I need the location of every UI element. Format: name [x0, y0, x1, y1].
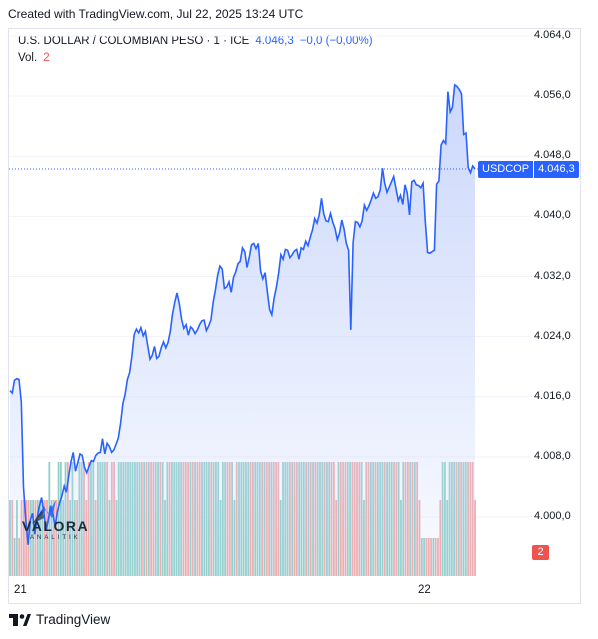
- volume-label[interactable]: Vol.: [18, 52, 38, 64]
- last-price-tag: USDCOP 4.046,3: [478, 160, 579, 178]
- symbol-legend[interactable]: U.S. DOLLAR / COLOMBIAN PESO · 1 · ICE 4.…: [18, 35, 373, 47]
- created-caption: Created with TradingView.com, Jul 22, 20…: [8, 7, 304, 21]
- volume-tag: 2: [532, 545, 549, 560]
- volume-value: 2: [43, 52, 50, 64]
- chart-frame: [8, 28, 581, 604]
- volume-legend[interactable]: Vol. 2: [18, 52, 50, 64]
- footer-brand-text: TradingView: [36, 612, 111, 627]
- logo-text: VALORA: [22, 518, 90, 534]
- price-tick-label: 4.016,0: [534, 389, 571, 402]
- symbol-name[interactable]: U.S. DOLLAR / COLOMBIAN PESO · 1 · ICE: [18, 35, 250, 47]
- valora-logo-mark-icon: [32, 500, 56, 524]
- price-tick-label: 4.024,0: [534, 329, 571, 342]
- tradingview-logo-icon: [9, 613, 31, 626]
- time-tick-label: 22: [418, 584, 431, 596]
- price-tick-label: 4.000,0: [534, 510, 571, 522]
- price-tag-ticker: USDCOP: [482, 162, 530, 175]
- price-tick-label: 4.008,0: [534, 449, 571, 462]
- price-tick-label: 4.064,0: [534, 29, 571, 41]
- price-tick-label: 4.032,0: [534, 269, 571, 282]
- price-line: [9, 83, 476, 545]
- symbol-price: 4.046,3: [255, 35, 294, 47]
- price-tick-label: 4.040,0: [534, 209, 571, 222]
- footer-brand[interactable]: TradingView: [9, 612, 110, 627]
- price-tick-label: 4.056,0: [534, 89, 571, 102]
- price-area: [10, 84, 475, 577]
- price-tick-label: 4.048,0: [534, 149, 571, 162]
- logo-subtext: ANALITIK: [30, 535, 81, 541]
- symbol-change: −0,0 (−0,00%): [299, 35, 373, 47]
- time-tick-label: 21: [14, 584, 27, 596]
- price-tag-value: 4.046,3: [533, 160, 579, 178]
